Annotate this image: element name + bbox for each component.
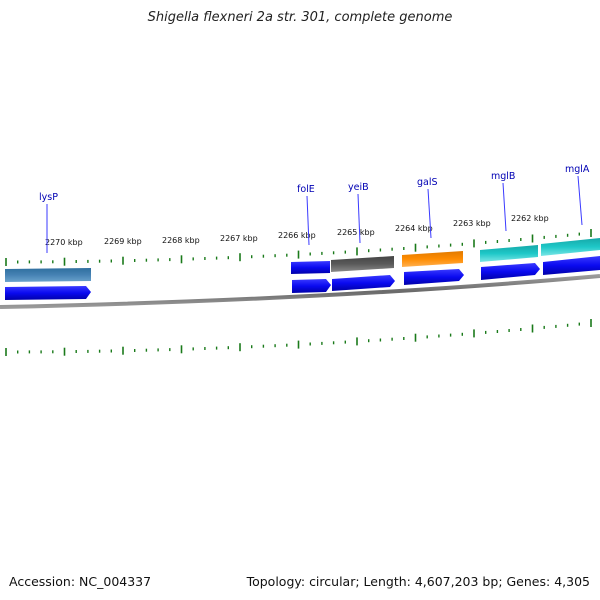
cds-arrow-lysP[interactable]	[5, 286, 91, 300]
gene-label-mglA[interactable]: mglA	[565, 164, 590, 175]
kbp-label-2262: 2262 kbp	[511, 214, 549, 223]
cds-arrow-folE[interactable]	[292, 279, 331, 293]
kbp-label-2264: 2264 kbp	[395, 224, 433, 233]
cds-arrow-mglA[interactable]	[543, 256, 600, 275]
genome-summary: Topology: circular; Length: 4,607,203 bp…	[246, 574, 590, 589]
leader-line-mglB	[502, 182, 507, 232]
genes-count: 4,305	[554, 574, 590, 589]
length-value: 4,607,203 bp	[414, 574, 499, 589]
kbp-label-2270: 2270 kbp	[45, 238, 83, 247]
gene-bar-mglA[interactable]	[541, 238, 600, 256]
gene-bar-mglB[interactable]	[480, 245, 538, 262]
gene-label-yeiB[interactable]: yeiB	[348, 182, 369, 193]
topology-value: circular	[309, 574, 356, 589]
leader-line-yeiB	[357, 193, 361, 244]
accession-label: Accession:	[9, 574, 76, 589]
gene-bar-folE[interactable]	[291, 261, 330, 274]
genes-label: Genes:	[506, 574, 551, 589]
gene-label-galS[interactable]: galS	[417, 177, 438, 188]
cds-arrow-mglB[interactable]	[481, 263, 540, 280]
outer-tick-ruler	[5, 229, 592, 266]
gene-label-folE[interactable]: folE	[297, 184, 315, 195]
cds-track	[5, 256, 600, 300]
gene-labels: lysP folE yeiB galS mglB mglA	[39, 164, 590, 203]
kbp-label-2269: 2269 kbp	[104, 237, 142, 246]
topology-label: Topology:	[246, 574, 306, 589]
length-label: Length:	[363, 574, 411, 589]
leader-line-galS	[427, 188, 432, 239]
gene-bar-yeiB[interactable]	[331, 256, 394, 272]
cds-arrow-yeiB[interactable]	[332, 275, 395, 291]
inner-tick-ruler	[5, 319, 592, 356]
gene-label-mglB[interactable]: mglB	[491, 171, 515, 182]
accession-value: NC_004337	[79, 574, 152, 589]
kbp-label-2267: 2267 kbp	[220, 234, 258, 243]
map-title: Shigella flexneri 2a str. 301, complete …	[147, 10, 453, 25]
gene-label-lysP[interactable]: lysP	[39, 192, 58, 203]
leader-line-mglA	[577, 175, 583, 226]
leader-line-folE	[306, 195, 310, 246]
kbp-label-2266: 2266 kbp	[278, 231, 316, 240]
genome-backbone	[0, 274, 600, 309]
kbp-label-2263: 2263 kbp	[453, 219, 491, 228]
gene-bar-galS[interactable]	[402, 251, 463, 267]
accession-info: Accession: NC_004337	[9, 574, 151, 589]
gene-track	[5, 238, 600, 282]
cds-arrow-galS[interactable]	[404, 269, 464, 285]
kbp-labels: 2270 kbp 2269 kbp 2268 kbp 2267 kbp 2266…	[45, 214, 549, 247]
kbp-label-2268: 2268 kbp	[162, 236, 200, 245]
gene-bar-lysP[interactable]	[5, 268, 91, 282]
kbp-label-2265: 2265 kbp	[337, 228, 375, 237]
gene-label-lines	[46, 175, 583, 253]
